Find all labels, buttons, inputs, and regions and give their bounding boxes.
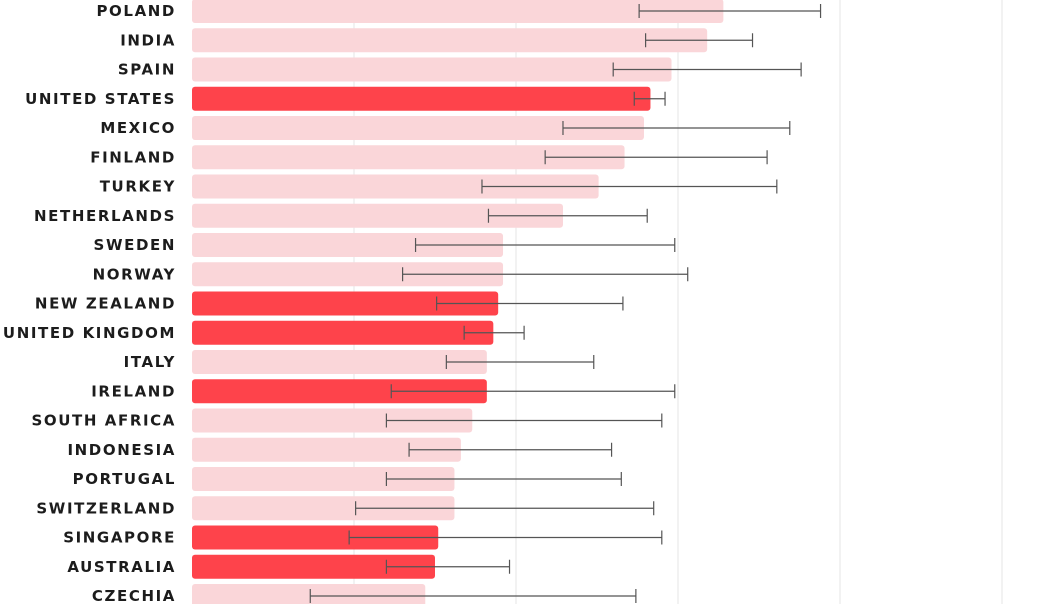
category-label: FINLAND (90, 148, 176, 166)
bar (192, 174, 599, 199)
bar (192, 145, 625, 170)
bar (192, 116, 644, 140)
category-label: AUSTRALIA (67, 558, 176, 576)
category-label: INDIA (120, 31, 176, 49)
bar (192, 584, 426, 604)
category-label: NORWAY (93, 265, 176, 283)
bar (192, 437, 461, 462)
bars (192, 0, 724, 604)
category-label: SINGAPORE (63, 529, 176, 547)
bar (192, 0, 724, 23)
category-label: UNITED KINGDOM (3, 324, 176, 342)
bar (192, 350, 487, 374)
bar (192, 379, 487, 404)
bar (192, 262, 504, 287)
bar (192, 467, 455, 491)
category-label: NETHERLANDS (34, 207, 176, 225)
category-label: SOUTH AFRICA (31, 412, 176, 430)
bar (192, 233, 504, 257)
category-label: INDONESIA (67, 441, 176, 459)
bar (192, 525, 439, 550)
bar (192, 291, 499, 316)
category-label: MEXICO (100, 119, 176, 137)
category-label: SWEDEN (94, 236, 176, 254)
category-label: TURKEY (100, 178, 176, 196)
bar (192, 320, 494, 345)
bar (192, 203, 563, 228)
bar (192, 408, 473, 433)
category-label: PORTUGAL (73, 470, 176, 488)
bar (192, 554, 435, 579)
category-label: SPAIN (118, 61, 176, 79)
category-label: SWITZERLAND (36, 499, 176, 517)
bar (192, 28, 708, 53)
category-labels: POLAND INDIA SPAIN UNITED STATES MEXICO FINLA… (3, 2, 176, 604)
bar (192, 496, 455, 521)
bar (192, 57, 672, 82)
error-bars (309, 4, 822, 603)
category-label: NEW ZEALAND (35, 295, 176, 313)
category-label: POLAND (96, 2, 176, 20)
bar (192, 86, 651, 111)
category-label: UNITED STATES (25, 90, 176, 108)
category-label: CZECHIA (92, 587, 176, 604)
category-label: ITALY (124, 353, 176, 371)
category-label: IRELAND (91, 382, 176, 400)
